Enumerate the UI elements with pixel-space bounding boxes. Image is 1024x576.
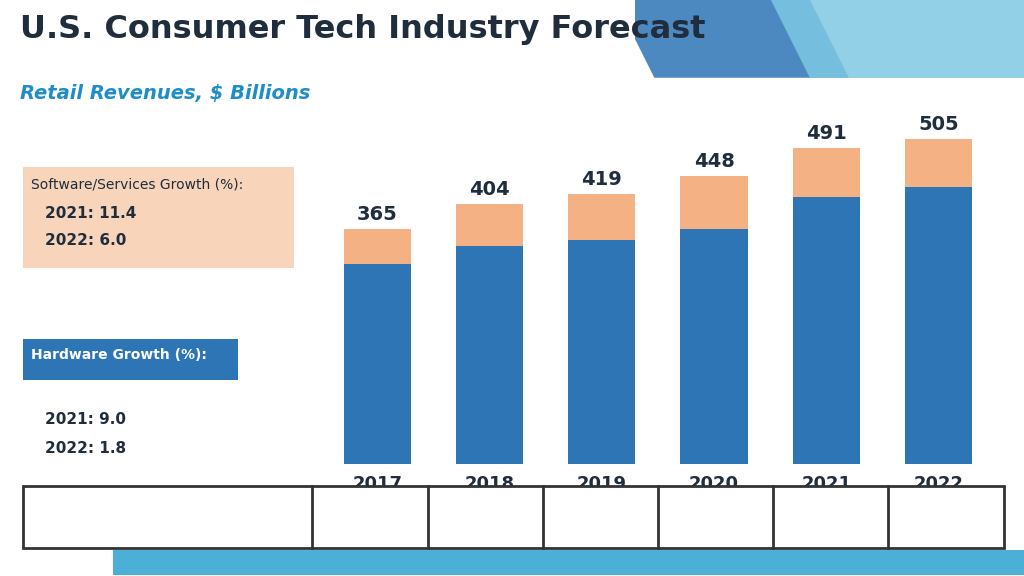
Bar [568, 194, 636, 240]
Text: 2022: 6.0: 2022: 6.0 [45, 233, 126, 248]
Text: 3.6: 3.6 [586, 508, 615, 526]
Text: U.S. Consumer Tech Industry Forecast: U.S. Consumer Tech Industry Forecast [20, 14, 706, 46]
Text: 2021: 11.4: 2021: 11.4 [45, 206, 136, 221]
Text: 7.0: 7.0 [700, 508, 730, 526]
Text: 365: 365 [357, 205, 397, 224]
Bar [793, 197, 860, 464]
Bar [568, 240, 636, 464]
Bar [456, 204, 523, 247]
Text: Retail Revenues, $ Billions: Retail Revenues, $ Billions [20, 84, 311, 103]
Bar [680, 229, 748, 464]
Text: 448: 448 [693, 151, 734, 170]
Text: 491: 491 [806, 124, 847, 143]
Bar [793, 148, 860, 197]
Text: 9.6: 9.6 [816, 508, 846, 526]
Bar [456, 247, 523, 464]
Text: 505: 505 [919, 115, 958, 134]
Text: 2022: 1.8: 2022: 1.8 [45, 441, 126, 456]
Text: 10.7: 10.7 [465, 508, 506, 526]
Polygon shape [615, 0, 849, 78]
Text: 2021: 9.0: 2021: 9.0 [45, 412, 126, 427]
Text: Software/Services Growth (%):: Software/Services Growth (%): [31, 177, 243, 191]
Bar [344, 264, 411, 464]
Bar [905, 187, 972, 464]
Text: 2.8: 2.8 [931, 508, 961, 526]
Bar [344, 229, 411, 264]
Text: 404: 404 [469, 180, 510, 199]
Bar [905, 139, 972, 187]
Text: Industry Growth (%): Industry Growth (%) [31, 508, 221, 526]
Bar [680, 176, 748, 229]
Text: Hardware Growth (%):: Hardware Growth (%): [31, 348, 207, 362]
Text: 419: 419 [582, 170, 623, 189]
Polygon shape [771, 0, 1024, 78]
Text: Source: CTA January 2022 Industry Forecast: Source: CTA January 2022 Industry Foreca… [729, 511, 1004, 524]
Polygon shape [113, 550, 1024, 575]
